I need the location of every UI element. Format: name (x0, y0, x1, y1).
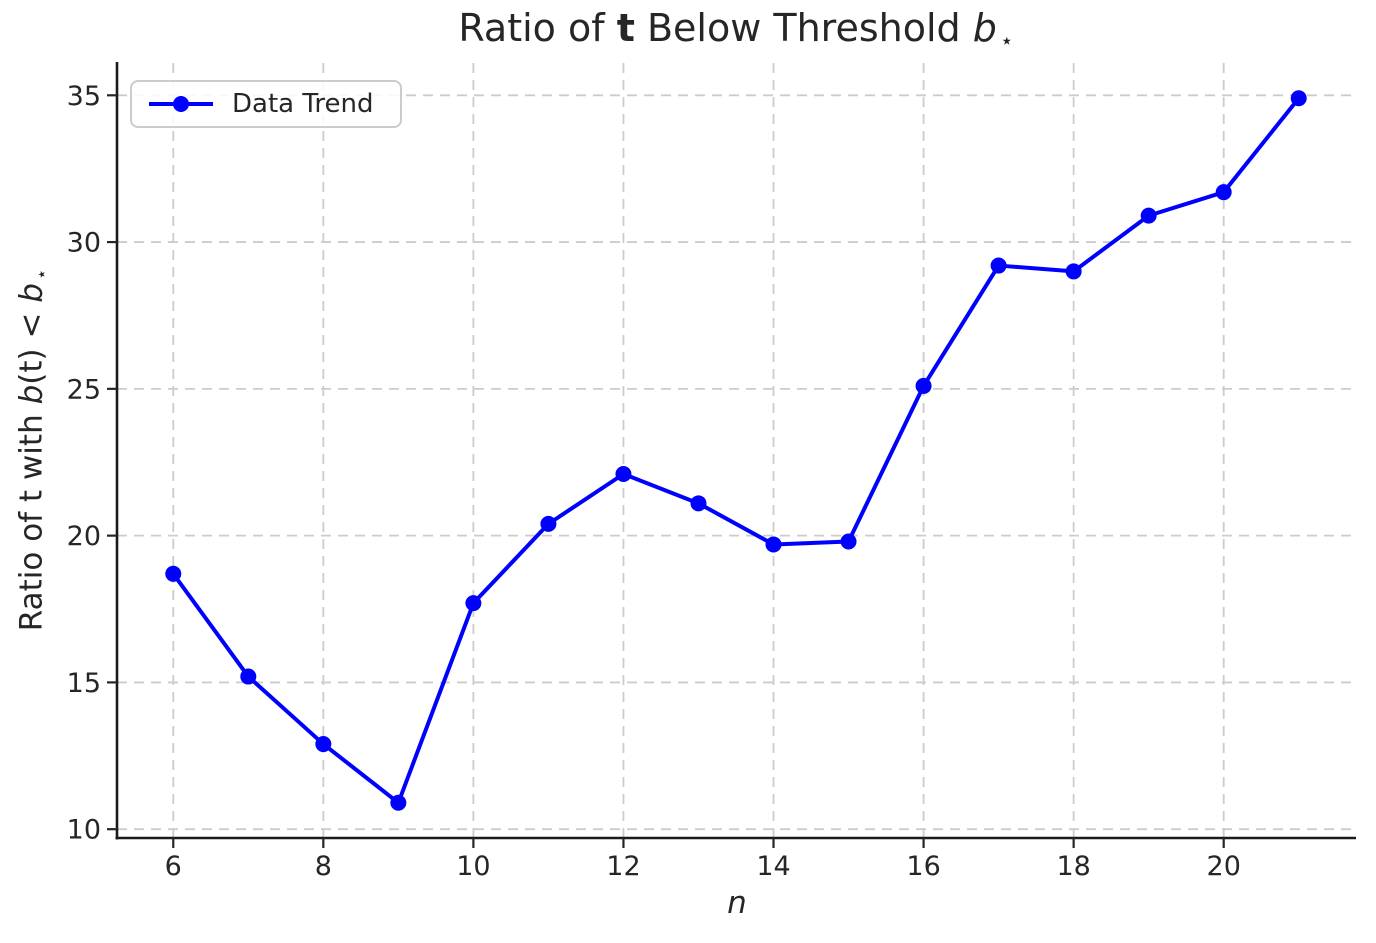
svg-text:10: 10 (67, 815, 101, 846)
svg-text:30: 30 (67, 228, 101, 259)
tick-labels: 6 8 10 12 14 16 18 20 10 15 20 25 30 35 (67, 81, 1241, 882)
svg-text:8: 8 (315, 851, 332, 882)
gridlines (117, 63, 1355, 838)
svg-text:18: 18 (1056, 851, 1090, 882)
svg-text:35: 35 (67, 81, 101, 112)
axis-ticks (107, 94, 1225, 848)
data-series-line (165, 90, 1307, 811)
svg-text:20: 20 (67, 521, 101, 552)
svg-text:15: 15 (67, 668, 101, 699)
chart-title: Ratio of t Below Threshold b ⋆ (458, 6, 1014, 55)
svg-text:14: 14 (756, 851, 790, 882)
svg-text:20: 20 (1207, 851, 1241, 882)
svg-text:25: 25 (67, 374, 101, 405)
svg-text:12: 12 (606, 851, 640, 882)
legend-line-marker-icon (149, 96, 213, 112)
legend-label: Data Trend (232, 89, 374, 119)
svg-text:10: 10 (456, 851, 490, 882)
legend[interactable]: Data Trend (130, 80, 402, 128)
svg-text:16: 16 (906, 851, 940, 882)
y-axis-label: Ratio of t with b(t) < b⋆ (13, 268, 53, 632)
x-axis-label: n (727, 885, 747, 921)
svg-text:6: 6 (165, 851, 182, 882)
